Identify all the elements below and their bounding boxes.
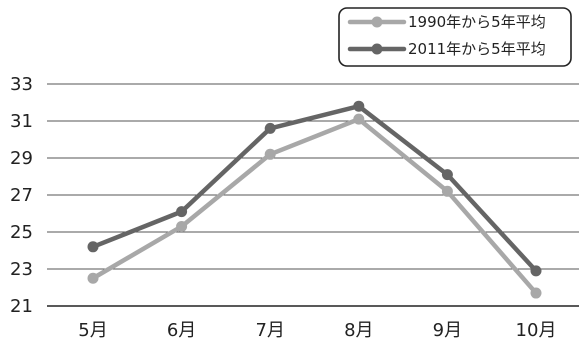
x-tick-label-2: 6月 — [167, 320, 196, 341]
x-tick-label-3: 7月 — [255, 320, 284, 341]
y-tick-label-33: 33 — [10, 74, 33, 95]
data-point-s2-3 — [264, 122, 276, 134]
data-point-s1-2 — [176, 220, 188, 232]
data-point-s1-5 — [441, 185, 453, 197]
y-tick-label-21: 21 — [10, 296, 33, 317]
series-lines — [87, 100, 542, 299]
y-tick-label-31: 31 — [10, 111, 33, 132]
x-tick-label-6: 10月 — [516, 320, 557, 341]
y-axis-tick-labels: 21 23 25 27 29 31 33 — [10, 74, 33, 317]
y-tick-label-25: 25 — [10, 222, 33, 243]
data-point-s2-5 — [441, 169, 453, 181]
series-line-1 — [90, 116, 539, 296]
legend-label-2011: 2011年から5年平均 — [408, 40, 546, 58]
data-point-s2-1 — [87, 241, 99, 253]
y-tick-label-23: 23 — [10, 259, 33, 280]
data-point-s2-6 — [530, 265, 542, 277]
x-tick-label-1: 5月 — [78, 320, 107, 341]
data-point-s2-4 — [353, 100, 365, 112]
legend-label-1990: 1990年から5年平均 — [408, 13, 546, 31]
data-point-s1-3 — [264, 148, 276, 160]
legend: 1990年から5年平均 2011年から5年平均 — [338, 7, 572, 67]
data-point-s1-4 — [353, 113, 365, 125]
legend-swatch-marker-1990 — [371, 16, 383, 28]
data-point-s2-2 — [176, 206, 188, 218]
legend-swatch-marker-2011 — [371, 43, 383, 55]
x-axis-tick-labels: 5月 6月 7月 8月 9月 10月 — [78, 320, 556, 341]
y-tick-label-29: 29 — [10, 148, 33, 169]
x-tick-label-5: 9月 — [433, 320, 462, 341]
data-point-s1-1 — [87, 272, 99, 284]
x-tick-label-4: 8月 — [344, 320, 373, 341]
series-line-2 — [90, 103, 539, 274]
data-point-s1-6 — [530, 287, 542, 299]
y-tick-label-27: 27 — [10, 185, 33, 206]
